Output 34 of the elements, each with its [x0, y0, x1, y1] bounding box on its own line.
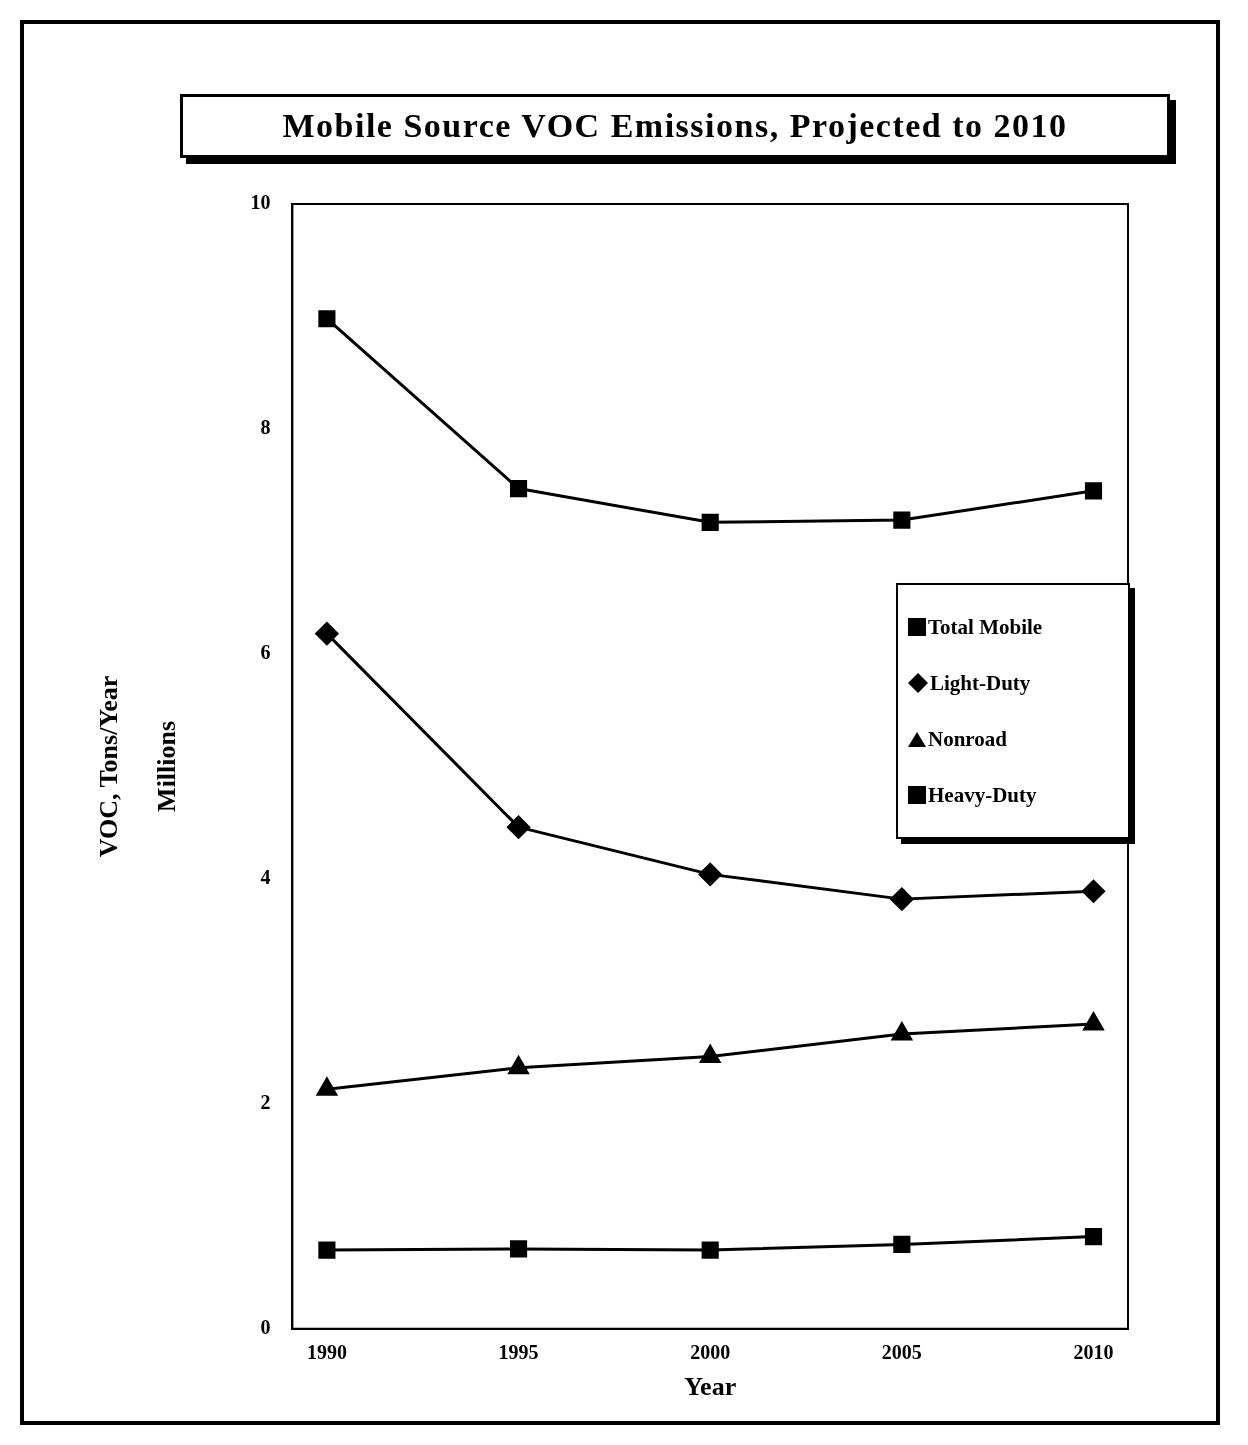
x-tick-label: 2005 [881, 1340, 922, 1363]
y-tick-label: 4 [260, 866, 271, 889]
point [893, 1235, 911, 1254]
point [1084, 1227, 1103, 1246]
y-tick-label: 8 [260, 416, 271, 439]
point [318, 310, 336, 328]
y-tick-label: 6 [260, 641, 271, 664]
x-tick-label: 1990 [306, 1340, 347, 1363]
x-axis-title: Year [684, 1372, 737, 1402]
x-tick-label: 2010 [1073, 1340, 1114, 1363]
legend-label: Total Mobile [928, 614, 1043, 640]
x-tick-label: 1995 [498, 1340, 539, 1363]
y-axis-title: VOC, Tons/Year Millions [94, 675, 181, 858]
point [890, 887, 914, 911]
legend-label: Nonroad [928, 726, 1007, 752]
point [509, 1240, 528, 1258]
y-tick-label: 10 [250, 191, 271, 214]
point [507, 815, 531, 839]
point [698, 862, 722, 886]
point [318, 1241, 336, 1259]
point [1082, 879, 1105, 903]
point [1084, 482, 1103, 500]
point [315, 622, 339, 646]
point [509, 480, 528, 498]
point [893, 511, 911, 529]
point [700, 1045, 721, 1064]
x-tick-label: 2000 [690, 1340, 731, 1363]
legend-label: Light-Duty [930, 670, 1031, 696]
y-tick-label: 0 [260, 1315, 271, 1338]
y-tick-label: 2 [260, 1091, 271, 1114]
legend-label: Heavy-Duty [928, 782, 1037, 808]
point [701, 513, 719, 531]
chart-title: Mobile Source VOC Emissions, Projected to 2010 [282, 107, 1068, 145]
point [701, 1241, 719, 1259]
